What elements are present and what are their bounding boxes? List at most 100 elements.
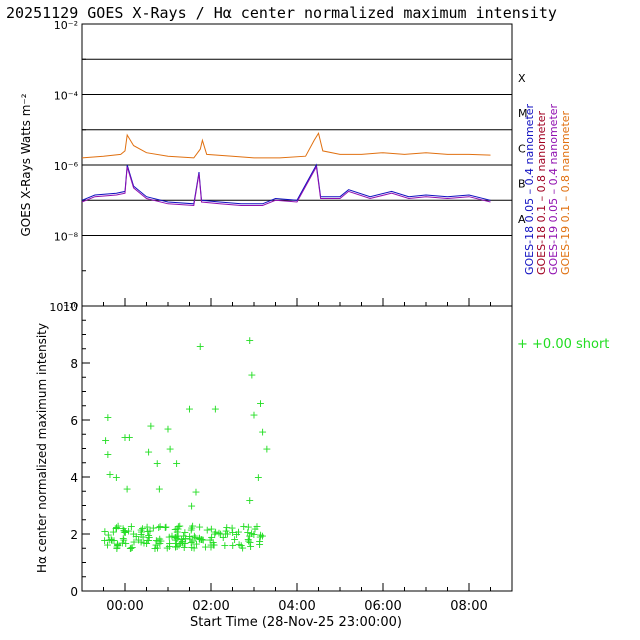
halpha-point: + bbox=[195, 532, 204, 545]
halpha-point: + bbox=[171, 541, 180, 554]
halpha-point: + bbox=[155, 537, 164, 550]
halpha-point: + bbox=[100, 534, 109, 547]
halpha-point: + bbox=[258, 530, 267, 543]
halpha-point: + bbox=[151, 539, 160, 552]
halpha-point: + bbox=[255, 538, 264, 551]
halpha-y-tick-label: 0 bbox=[70, 585, 78, 599]
halpha-point: + bbox=[109, 534, 118, 547]
halpha-point: + bbox=[190, 529, 199, 542]
halpha-point: + bbox=[113, 537, 122, 550]
halpha-point: + bbox=[171, 540, 180, 553]
halpha-point: + bbox=[139, 537, 148, 550]
halpha-point: + bbox=[171, 534, 180, 547]
halpha-point: + bbox=[245, 536, 254, 549]
halpha-point: + bbox=[107, 534, 116, 547]
halpha-point: + bbox=[155, 533, 164, 546]
halpha-point: + bbox=[243, 526, 252, 539]
halpha-point: + bbox=[211, 525, 220, 538]
halpha-point: + bbox=[178, 537, 187, 550]
halpha-point: + bbox=[173, 530, 182, 543]
halpha-point: + bbox=[126, 541, 135, 554]
halpha-point: + bbox=[195, 533, 204, 546]
flare-class-label: X bbox=[518, 72, 526, 85]
goes-legend-entry: GOES-19 0.1 – 0.8 nanometer bbox=[559, 110, 572, 275]
halpha-point: + bbox=[205, 533, 214, 546]
halpha-point: + bbox=[161, 521, 170, 534]
halpha-point: + bbox=[209, 539, 218, 552]
halpha-point: + bbox=[120, 526, 129, 539]
halpha-point: + bbox=[209, 538, 218, 551]
halpha-point: + bbox=[191, 485, 200, 498]
flare-class-labels: A B C M X bbox=[518, 72, 528, 226]
halpha-point: + bbox=[188, 535, 197, 548]
goes19-short-curve bbox=[81, 165, 491, 207]
flare-class-label: M bbox=[518, 107, 528, 120]
goes18-short-curve bbox=[81, 163, 491, 205]
halpha-point: + bbox=[120, 431, 129, 444]
goes-legend-entry: GOES-18 0.05 – 0.4 nanometer bbox=[523, 103, 536, 275]
halpha-point: + bbox=[258, 425, 267, 438]
halpha-point: + bbox=[249, 408, 258, 421]
halpha-point: + bbox=[129, 527, 138, 540]
halpha-point: + bbox=[192, 537, 201, 550]
halpha-point: + bbox=[207, 539, 216, 552]
flare-class-label: B bbox=[518, 178, 526, 191]
halpha-point: + bbox=[150, 542, 159, 555]
x-axis-label: Start Time (28-Nov-25 23:00:00) bbox=[190, 615, 402, 630]
halpha-point: + bbox=[114, 520, 123, 533]
halpha-point: + bbox=[109, 525, 118, 538]
halpha-point: + bbox=[188, 520, 197, 533]
halpha-point: + bbox=[113, 539, 122, 552]
halpha-point: + bbox=[235, 538, 244, 551]
halpha-point: + bbox=[119, 532, 128, 545]
halpha-point: + bbox=[142, 520, 151, 533]
halpha-point: + bbox=[161, 521, 170, 534]
halpha-point: + bbox=[228, 526, 237, 539]
halpha-point: + bbox=[112, 471, 121, 484]
halpha-point: + bbox=[166, 443, 175, 456]
halpha-point: + bbox=[107, 533, 116, 546]
halpha-point: + bbox=[128, 541, 137, 554]
halpha-point: + bbox=[228, 521, 237, 534]
halpha-point: + bbox=[172, 457, 181, 470]
goes-legend-entry: GOES-19 0.05 – 0.4 nanometer bbox=[547, 103, 560, 275]
halpha-point: + bbox=[113, 539, 122, 552]
halpha-point: + bbox=[210, 528, 219, 541]
goes-y-tick-label: 10⁻⁸ bbox=[54, 231, 79, 244]
halpha-y-tick-label: 4 bbox=[70, 471, 78, 485]
halpha-point: + bbox=[237, 539, 246, 552]
halpha-point: + bbox=[176, 537, 185, 550]
halpha-point: + bbox=[230, 533, 239, 546]
halpha-point: + bbox=[247, 368, 256, 381]
halpha-point: + bbox=[177, 533, 186, 546]
halpha-point: + bbox=[187, 500, 196, 513]
halpha-y-tick-label: 2 bbox=[70, 528, 78, 542]
halpha-point: + bbox=[187, 536, 196, 549]
halpha-point: + bbox=[199, 533, 208, 546]
halpha-point: + bbox=[187, 522, 196, 535]
halpha-y-tick-label: 6 bbox=[70, 414, 78, 428]
halpha-point: + bbox=[201, 540, 210, 553]
halpha-point: + bbox=[156, 520, 165, 533]
halpha-point: + bbox=[262, 443, 271, 456]
halpha-point: + bbox=[244, 521, 253, 534]
halpha-point: + bbox=[103, 411, 112, 424]
goes-y-tick-label: 10⁻⁴ bbox=[54, 90, 79, 103]
halpha-point: + bbox=[119, 524, 128, 537]
halpha-point: + bbox=[222, 521, 231, 534]
goes-panel: 10⁻¹⁰ 10⁻⁸ 10⁻⁶ 10⁻⁴ 10⁻² A B C M X GOES X-Rays … bbox=[19, 19, 572, 314]
halpha-point: + bbox=[145, 531, 154, 544]
halpha-point: + bbox=[247, 527, 256, 540]
halpha-point: + bbox=[144, 529, 153, 542]
halpha-point: + bbox=[119, 533, 128, 546]
halpha-point: + bbox=[190, 531, 199, 544]
halpha-point: + bbox=[245, 494, 254, 507]
halpha-x-tick-label: 02:00 bbox=[192, 599, 229, 614]
halpha-point: + bbox=[153, 457, 162, 470]
halpha-x-tick-label: 06:00 bbox=[364, 599, 401, 614]
halpha-point: + bbox=[104, 529, 113, 542]
halpha-point: + bbox=[174, 520, 183, 533]
halpha-point: + bbox=[190, 542, 199, 555]
halpha-point: + bbox=[180, 526, 189, 539]
